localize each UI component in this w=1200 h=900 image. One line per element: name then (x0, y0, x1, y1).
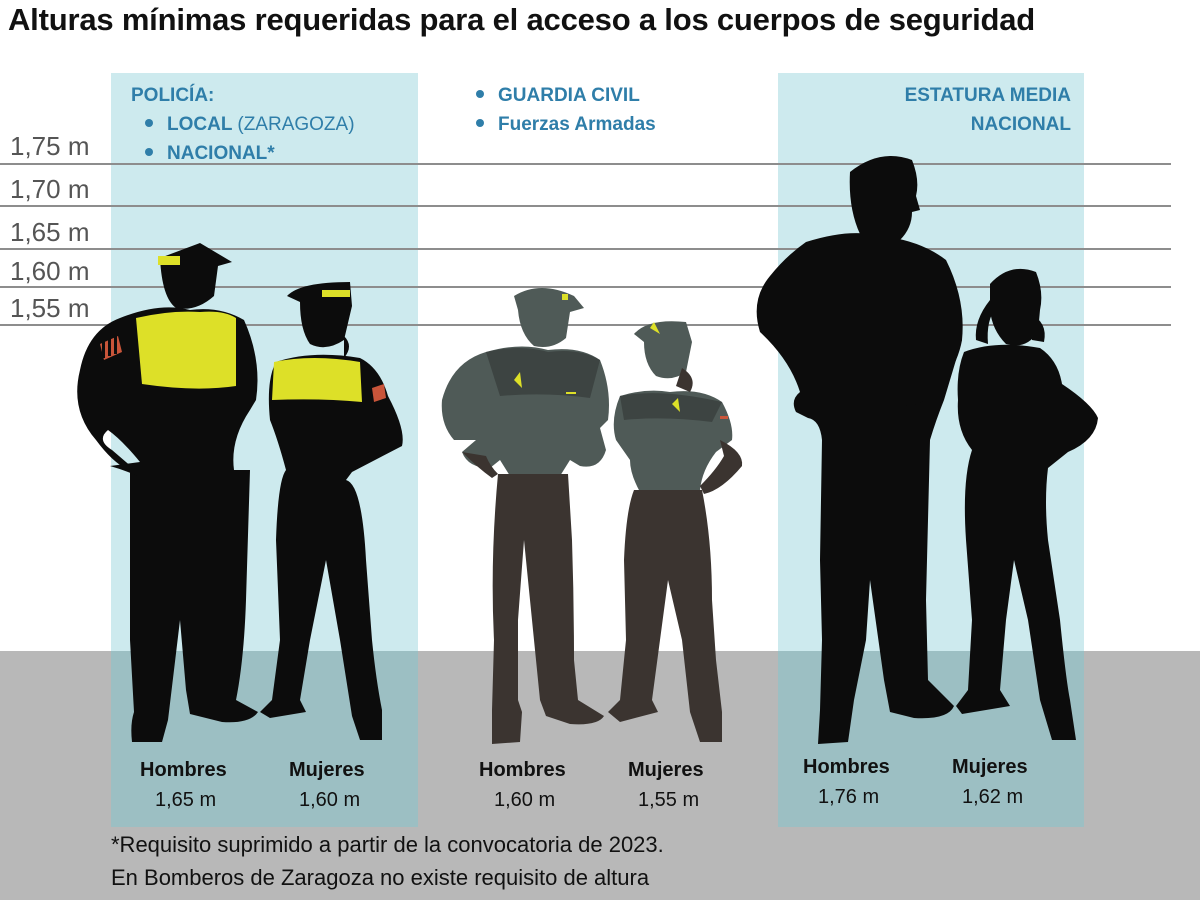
media-heading-line2: NACIONAL (970, 114, 1071, 135)
policia-heading: POLICÍA: (131, 85, 215, 106)
page-title: Alturas mínimas requeridas para el acces… (8, 2, 1036, 37)
bullet-icon (476, 118, 484, 127)
guardia-item-guardia-civil: GUARDIA CIVIL (476, 85, 640, 107)
scale-line-175 (0, 163, 1171, 165)
media-women-label: Mujeres (952, 756, 1028, 778)
scale-line-160 (0, 286, 1171, 288)
scale-label-175: 1,75 m (10, 131, 90, 161)
media-men-value: 1,76 m (818, 786, 880, 808)
bullet-icon (145, 118, 153, 127)
scale-label-170: 1,70 m (10, 174, 90, 204)
policia-women-value: 1,60 m (299, 789, 361, 811)
bullet-icon (476, 89, 484, 98)
scale-line-155 (0, 324, 1171, 326)
scale-label-160: 1,60 m (10, 256, 90, 286)
emblem-icon (650, 322, 660, 334)
scale-line-170 (0, 205, 1171, 207)
footnote-2: En Bomberos de Zaragoza no existe requis… (111, 865, 650, 890)
scale-label-165: 1,65 m (10, 217, 90, 247)
cap-band (158, 256, 180, 265)
policia-men-value: 1,65 m (155, 789, 217, 811)
media-heading-line1: ESTATURA MEDIA (904, 85, 1071, 106)
guardia-men-label: Hombres (479, 759, 566, 781)
media-men-label: Hombres (803, 756, 890, 778)
scale-label-155: 1,55 m (10, 293, 90, 323)
media-women-value: 1,62 m (962, 786, 1024, 808)
scale-line-165 (0, 248, 1171, 250)
guardia-women-label: Mujeres (628, 759, 704, 781)
emblem-icon (514, 372, 522, 388)
policia-item-local: LOCAL (ZARAGOZA) (145, 114, 355, 136)
guardia-women-value: 1,55 m (638, 789, 700, 811)
policia-item-nacional: NACIONAL* (145, 143, 275, 165)
guardia-item-fuerzas-armadas: Fuerzas Armadas (476, 114, 656, 136)
policia-men-label: Hombres (140, 759, 227, 781)
footnote-1: *Requisito suprimido a partir de la conv… (111, 832, 664, 857)
cap-band (322, 290, 350, 297)
guardia-men-value: 1,60 m (494, 789, 556, 811)
policia-women-label: Mujeres (289, 759, 365, 781)
bullet-icon (145, 147, 153, 156)
